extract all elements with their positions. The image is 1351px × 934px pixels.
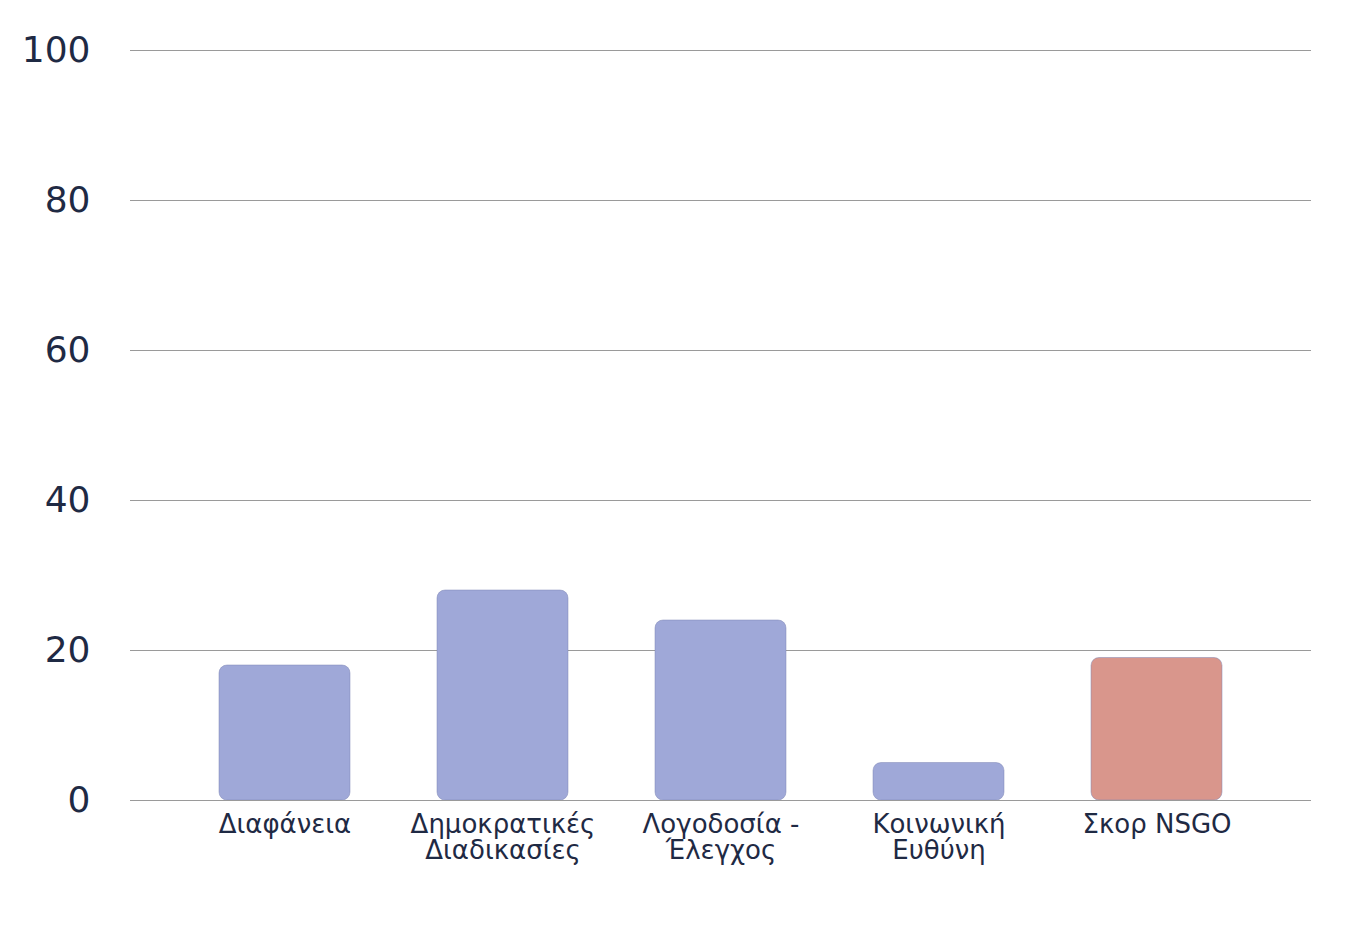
svg-text:Σκορ NSGO: Σκορ NSGO xyxy=(1083,809,1232,839)
svg-text:100: 100 xyxy=(22,29,91,70)
svg-text:20: 20 xyxy=(45,629,91,670)
svg-text:ΚοινωνικήΕυθύνη: ΚοινωνικήΕυθύνη xyxy=(872,809,1005,865)
svg-text:60: 60 xyxy=(45,329,91,370)
svg-text:40: 40 xyxy=(45,479,91,520)
svg-text:ΔημοκρατικέςΔιαδικασίες: ΔημοκρατικέςΔιαδικασίες xyxy=(411,809,596,865)
svg-text:Λογοδοσία -Έλεγχος: Λογοδοσία -Έλεγχος xyxy=(643,809,800,865)
svg-text:0: 0 xyxy=(68,779,91,820)
svg-text:Διαφάνεια: Διαφάνεια xyxy=(219,809,352,839)
svg-text:80: 80 xyxy=(45,179,91,220)
